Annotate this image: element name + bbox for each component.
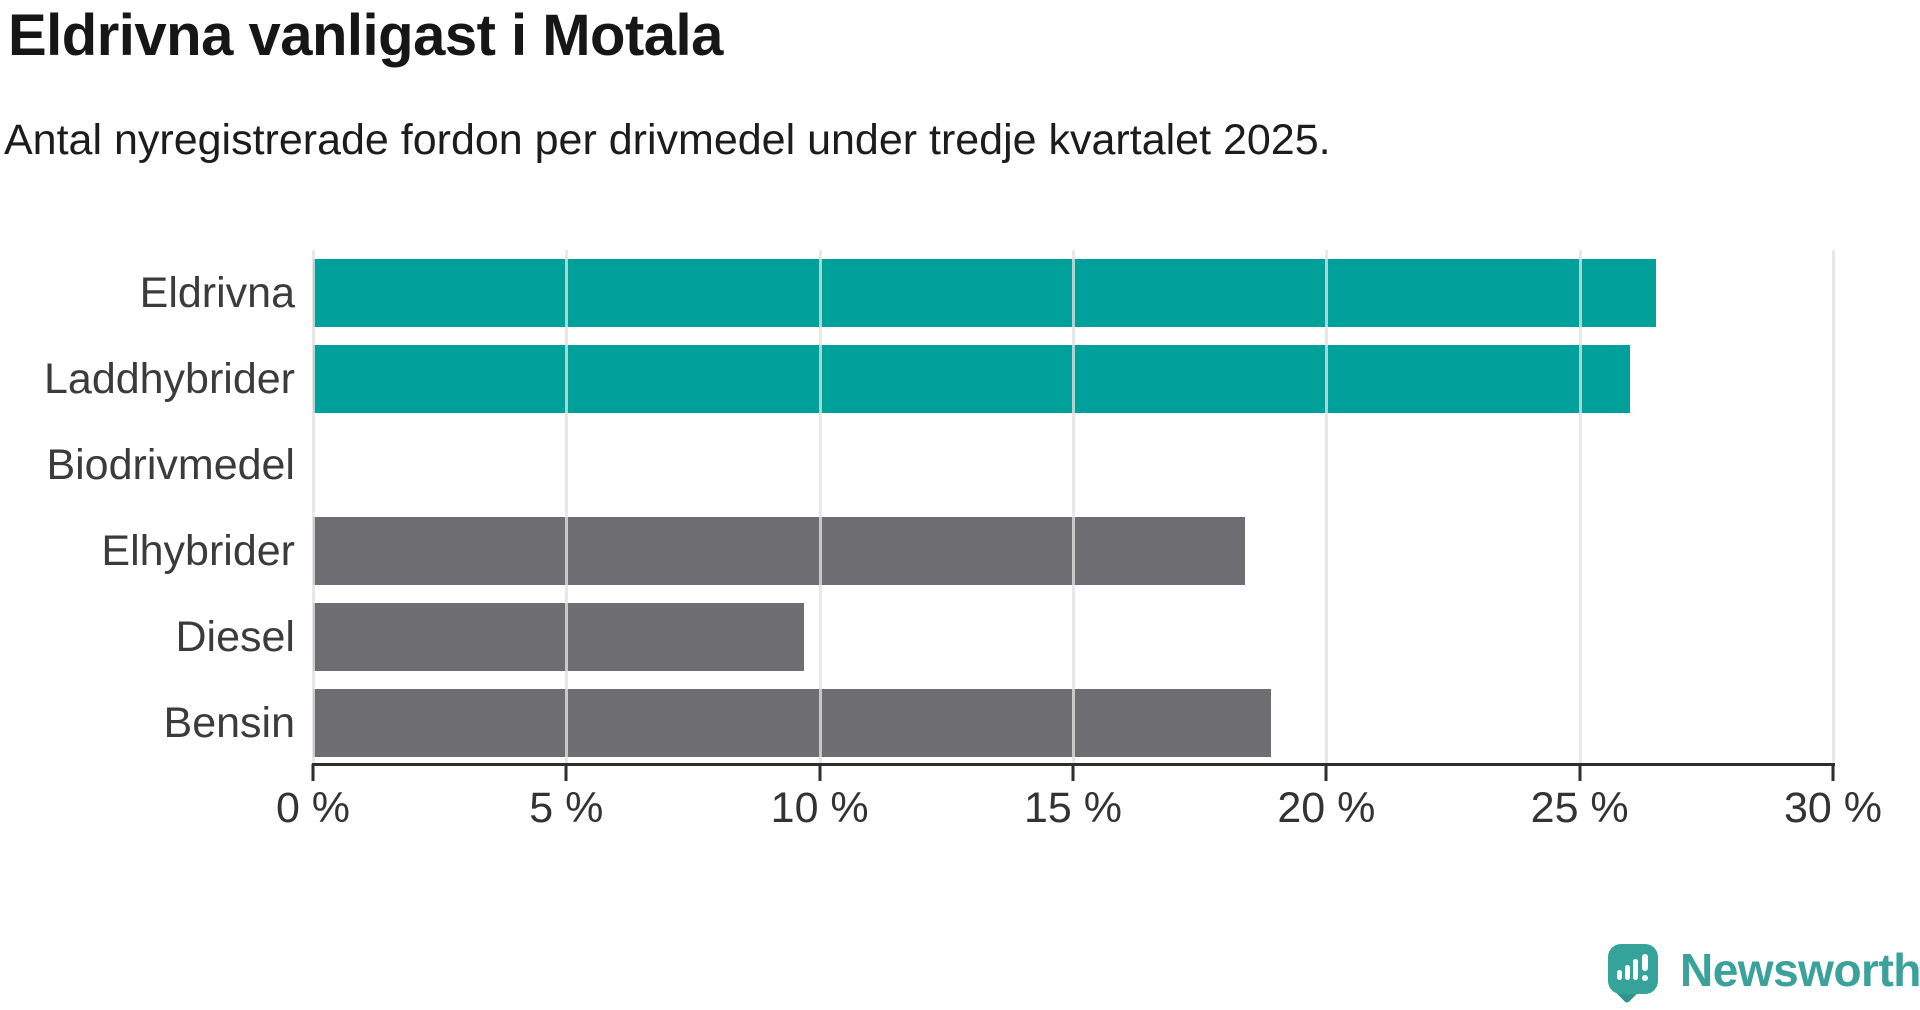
bar-laddhybrider [313,345,1630,413]
gridline-15 [1072,250,1075,765]
x-axis-tick-label-25: 25 % [1530,784,1629,832]
x-axis-tick-label-15: 15 % [1023,784,1123,832]
logo-exclamation-icon [1642,975,1648,981]
gridline-5 [565,250,569,765]
bar-elhybrider [313,517,1245,585]
category-label-eldrivna: Eldrivna [139,269,295,317]
chart-subtitle: Antal nyregistrerade fordon per drivmede… [4,116,1331,164]
category-label-bensin: Bensin [163,699,295,747]
x-axis-tick-label-20: 20 % [1277,784,1376,832]
bar-chart-plot-area: 0 % 5 % 10 % 15 % 20 % 25 % 30 % [276,250,1882,832]
x-axis-tick-30 [1831,764,1835,781]
x-axis-tick-15 [1071,764,1075,781]
bar-diesel [313,603,804,671]
x-axis-tick-5 [564,764,568,781]
x-axis-tick-25 [1578,764,1582,781]
logo-bar-icon [1617,970,1622,980]
x-axis-tick-label-10: 10 % [770,784,869,832]
x-axis-tick-label-0: 0 % [275,784,351,832]
x-axis-tick-10 [818,764,822,781]
logo-bar-icon [1625,965,1630,980]
category-label-biodrivmedel: Biodrivmedel [46,441,295,489]
category-label-laddhybrider: Laddhybrider [43,355,295,403]
bar-eldrivna [313,259,1656,327]
chart-title: Eldrivna vanligast i Motala [8,3,723,68]
brand-name: Newsworthy [1680,944,1920,996]
logo-bar-icon [1633,959,1638,980]
gridline-0 [312,250,315,765]
gridline-10 [818,250,822,765]
logo-exclamation-icon [1642,954,1648,971]
gridline-20 [1325,250,1329,765]
x-axis-tick-0 [311,764,315,781]
newsworthy-speech-bubble-chart-icon [1608,944,1658,994]
gridline-30 [1832,250,1835,765]
bar-bensin [313,689,1271,757]
x-axis-tick-label-30: 30 % [1783,784,1883,832]
category-axis: Eldrivna Laddhybrider Biodrivmedel Elhybrid… [0,250,295,765]
category-label-diesel: Diesel [175,613,296,661]
gridline-25 [1578,250,1582,765]
x-axis-tick-20 [1324,764,1328,781]
category-label-elhybrider: Elhybrider [101,527,295,575]
x-axis-tick-label-5: 5 % [529,784,604,832]
